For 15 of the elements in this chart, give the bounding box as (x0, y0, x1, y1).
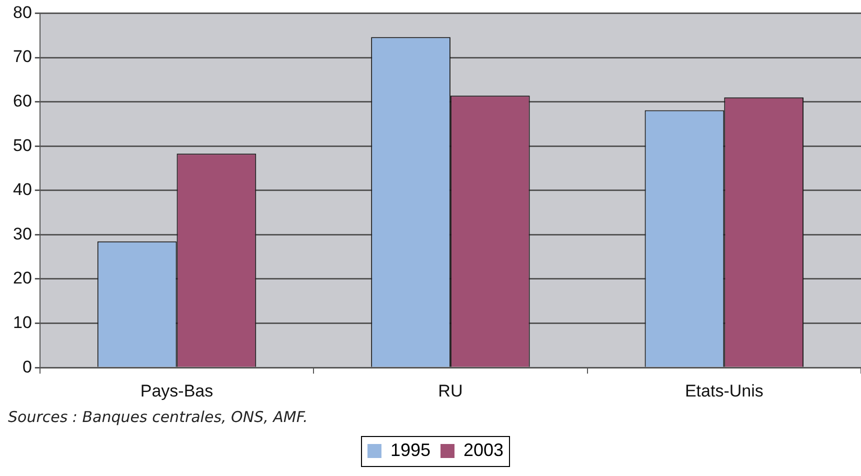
y-tick-label: 0 (22, 357, 32, 376)
x-tick-label: RU (438, 381, 463, 400)
y-tick-label: 50 (12, 136, 32, 155)
y-tick-label: 30 (12, 224, 32, 244)
y-tick-label: 70 (12, 47, 32, 66)
source-note: Sources : Banques centrales, ONS, AMF. (8, 408, 308, 426)
y-tick-label: 80 (12, 2, 32, 22)
y-tick-label: 20 (12, 268, 32, 288)
x-tick-label: Pays-Bas (140, 381, 214, 400)
x-tick-label: Etats-Unis (684, 381, 764, 400)
y-tick-label: 10 (12, 312, 32, 332)
legend-label: 1995 (390, 440, 431, 460)
y-tick-label: 40 (12, 180, 32, 200)
y-tick-label: 60 (12, 91, 32, 110)
legend-label: 2003 (464, 440, 504, 460)
